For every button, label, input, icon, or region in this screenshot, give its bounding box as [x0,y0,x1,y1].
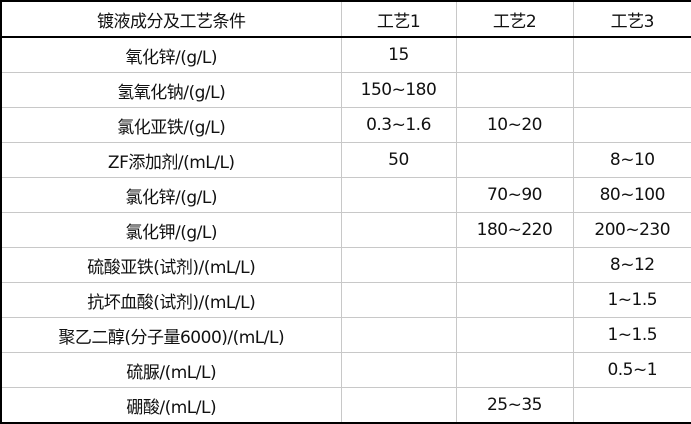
value-cell: 8~10 [572,142,691,178]
value-cell: 180~220 [455,212,574,248]
table-row: 抗坏血酸(试剂)/(mL/L) 1~1.5 [0,282,691,318]
value-cell [572,36,691,73]
value-cell: 80~100 [572,177,691,213]
table-row: 氢氧化钠/(g/L) 150~180 [0,72,691,108]
component-cell: 聚乙二醇(分子量6000)/(mL/L) [0,317,342,353]
column-header: 工艺3 [572,0,691,38]
value-cell [572,107,691,143]
table-row: 硼酸/(mL/L) 25~35 [0,387,691,424]
component-cell: 硫脲/(mL/L) [0,352,342,388]
component-cell: 硫酸亚铁(试剂)/(mL/L) [0,247,342,283]
component-cell: 抗坏血酸(试剂)/(mL/L) [0,282,342,318]
value-cell: 15 [340,36,457,73]
value-cell: 10~20 [455,107,574,143]
value-cell [455,282,574,318]
table-body: 氧化锌/(g/L) 15 氢氧化钠/(g/L) 150~180 氯化亚铁/(g/L) 0.… [0,36,691,424]
value-cell: 8~12 [572,247,691,283]
component-cell: 氯化锌/(g/L) [0,177,342,213]
value-cell [340,352,457,388]
value-cell [455,36,574,73]
value-cell: 0.3~1.6 [340,107,457,143]
value-cell: 50 [340,142,457,178]
table-row: 硫脲/(mL/L) 0.5~1 [0,352,691,388]
value-cell [455,142,574,178]
value-cell: 1~1.5 [572,282,691,318]
component-cell: 氧化锌/(g/L) [0,36,342,73]
value-cell [455,72,574,108]
value-cell [340,317,457,353]
value-cell [340,212,457,248]
value-cell: 70~90 [455,177,574,213]
value-cell [340,247,457,283]
value-cell: 0.5~1 [572,352,691,388]
table-row: 聚乙二醇(分子量6000)/(mL/L) 1~1.5 [0,317,691,353]
value-cell [572,387,691,424]
table-row: 氯化锌/(g/L) 70~90 80~100 [0,177,691,213]
component-cell: 氢氧化钠/(g/L) [0,72,342,108]
table-row: 氯化亚铁/(g/L) 0.3~1.6 10~20 [0,107,691,143]
value-cell [455,317,574,353]
component-cell: 氯化亚铁/(g/L) [0,107,342,143]
value-cell: 200~230 [572,212,691,248]
value-cell [340,282,457,318]
value-cell [455,352,574,388]
table-header: 镀液成分及工艺条件 工艺1 工艺2 工艺3 [0,0,691,38]
column-header: 镀液成分及工艺条件 [0,0,342,38]
value-cell [340,387,457,424]
value-cell: 25~35 [455,387,574,424]
table-row: 硫酸亚铁(试剂)/(mL/L) 8~12 [0,247,691,283]
component-cell: 硼酸/(mL/L) [0,387,342,424]
value-cell: 1~1.5 [572,317,691,353]
value-cell [340,177,457,213]
component-cell: ZF添加剂/(mL/L) [0,142,342,178]
column-header: 工艺1 [340,0,457,38]
table-row: ZF添加剂/(mL/L) 50 8~10 [0,142,691,178]
component-cell: 氯化钾/(g/L) [0,212,342,248]
value-cell [455,247,574,283]
column-header: 工艺2 [455,0,574,38]
table-row: 氧化锌/(g/L) 15 [0,36,691,73]
header-row: 镀液成分及工艺条件 工艺1 工艺2 工艺3 [0,0,691,38]
value-cell: 150~180 [340,72,457,108]
table-row: 氯化钾/(g/L) 180~220 200~230 [0,212,691,248]
value-cell [572,72,691,108]
